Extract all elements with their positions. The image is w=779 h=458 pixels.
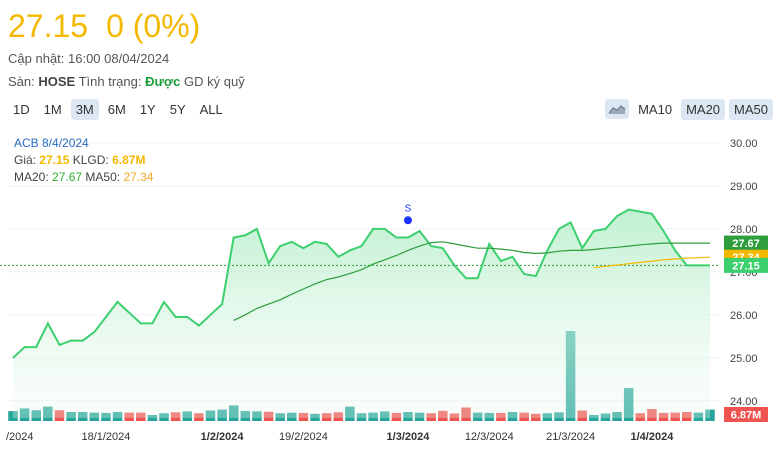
range-all[interactable]: ALL xyxy=(199,102,223,117)
status-label: Tình trạng: xyxy=(78,74,142,89)
legend-volume-label: KLGD: xyxy=(72,153,109,167)
current-price: 27.15 xyxy=(8,8,89,44)
price-badge xyxy=(724,257,768,273)
y-tick-label: 26.00 xyxy=(730,310,758,322)
chart-legend: ACB 8/4/2024 Giá: 27.15 KLGD: 6.87M MA20… xyxy=(14,135,153,186)
legend-ma20: 27.67 xyxy=(52,170,83,184)
range-selector: 1D 1M 3M 6M 1Y 5Y ALL xyxy=(8,99,228,120)
price-header: 27.15 0 (0%) xyxy=(8,6,200,46)
update-info: Cập nhật: 16:00 08/04/2024 xyxy=(8,51,169,66)
range-1d[interactable]: 1D xyxy=(13,102,30,117)
ma20-line xyxy=(233,241,710,321)
price-change-pct: (0%) xyxy=(132,8,201,44)
y-tick-label: 28.00 xyxy=(730,224,758,236)
legend-price: 27.15 xyxy=(39,153,70,167)
price-area xyxy=(13,209,710,418)
y-tick-label: 24.00 xyxy=(730,396,758,408)
legend-price-row: Giá: 27.15 KLGD: 6.87M xyxy=(14,152,153,169)
ma10-toggle[interactable]: MA10 xyxy=(638,102,673,117)
ma50-line xyxy=(593,256,711,269)
status-rest: GD ký quỹ xyxy=(184,74,245,89)
exchange-info: Sàn: HOSE Tình trạng: Được GD ký quỹ xyxy=(8,74,245,89)
x-tick-label: 19/2/2024 xyxy=(279,431,328,443)
y-tick-label: 25.00 xyxy=(730,353,758,365)
ma50-toggle[interactable]: MA50 xyxy=(729,99,773,120)
volume-badge xyxy=(724,407,768,422)
price-badge-label: 27.15 xyxy=(732,260,760,272)
legend-title: ACB 8/4/2024 xyxy=(14,136,89,150)
price-change: 0 xyxy=(106,8,124,44)
x-tick-label: 12/3/2024 xyxy=(465,431,514,443)
update-time: 16:00 08/04/2024 xyxy=(68,51,170,66)
update-label: Cập nhật: xyxy=(8,51,65,66)
exchange-value: HOSE xyxy=(38,74,76,89)
price-badge xyxy=(724,235,768,251)
x-tick-label: 21/3/2024 xyxy=(546,431,595,443)
range-6m[interactable]: 6M xyxy=(107,102,126,117)
ma-toggles: MA10 MA20 MA50 xyxy=(605,99,773,120)
price-badge-label: 27.67 xyxy=(732,238,760,250)
y-tick-label: 29.00 xyxy=(730,181,758,193)
x-tick-label: 1/2/2024 xyxy=(201,431,245,443)
legend-price-label: Giá: xyxy=(14,153,37,167)
legend-ma-row: MA20: 27.67 MA50: 27.34 xyxy=(14,169,153,186)
y-tick-label: 30.00 xyxy=(730,138,758,150)
exchange-label: Sàn: xyxy=(8,74,35,89)
range-3m[interactable]: 3M xyxy=(70,99,99,120)
x-tick-label: 1/4/2024 xyxy=(631,431,675,443)
signal-label: S xyxy=(405,203,412,214)
legend-volume: 6.87M xyxy=(112,153,146,167)
range-1m[interactable]: 1M xyxy=(43,102,62,117)
area-chart-icon[interactable] xyxy=(605,99,630,119)
x-tick-label: 18/1/2024 xyxy=(81,431,130,443)
x-tick-label: /2024 xyxy=(6,431,34,443)
status-value: Được xyxy=(145,74,181,89)
range-1y[interactable]: 1Y xyxy=(139,102,156,117)
price-line xyxy=(12,208,710,359)
volume-badge-label: 6.87M xyxy=(731,410,762,422)
range-5y[interactable]: 5Y xyxy=(169,102,186,117)
ma20-toggle[interactable]: MA20 xyxy=(681,99,726,120)
legend-ma50: 27.34 xyxy=(123,170,154,184)
x-tick-label: 1/3/2024 xyxy=(387,431,431,443)
legend-ma20-label: MA20: xyxy=(14,170,49,184)
legend-ma50-label: MA50: xyxy=(85,170,121,184)
signal-marker xyxy=(403,216,412,225)
